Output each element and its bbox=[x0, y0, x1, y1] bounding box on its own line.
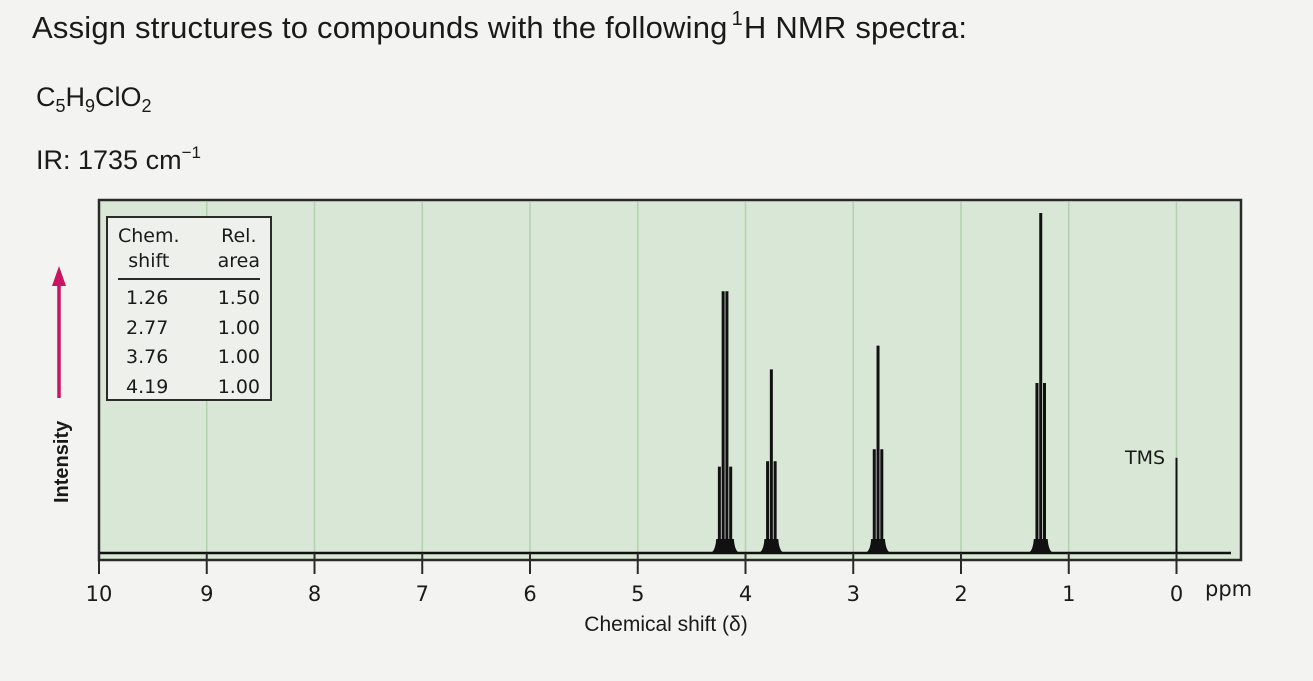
x-tick-label: 3 bbox=[847, 582, 860, 606]
header-shift-label: shift bbox=[128, 250, 170, 272]
cell-shift: 3.76 bbox=[126, 346, 169, 368]
formula-carbon: C bbox=[36, 82, 56, 112]
header-rel-label: Rel. bbox=[221, 225, 257, 247]
header-rel-area: Rel. area bbox=[218, 224, 260, 278]
x-tick-label: 9 bbox=[200, 582, 213, 606]
header-area-label: area bbox=[217, 250, 260, 272]
peak-trace-group bbox=[709, 213, 1178, 553]
header-chem-label: Chem. bbox=[118, 225, 180, 247]
formula-hydrogen-count: 9 bbox=[85, 96, 96, 116]
formula-oxygen-count: 2 bbox=[141, 96, 152, 116]
title-text-post: H NMR spectra: bbox=[743, 10, 968, 45]
question-title: Assign structures to compounds with the … bbox=[32, 8, 967, 46]
header-chem-shift: Chem. shift bbox=[118, 224, 180, 278]
nmr-peak bbox=[1026, 213, 1055, 553]
ir-data: IR: 1735 cm−1 bbox=[36, 143, 201, 176]
nmr-peak bbox=[757, 369, 786, 553]
cell-area: 1.50 bbox=[217, 287, 260, 309]
x-tick-label: 5 bbox=[631, 582, 644, 606]
nmr-peak bbox=[864, 345, 892, 553]
table-row: 4.19 1.00 bbox=[126, 373, 260, 403]
cell-shift: 1.26 bbox=[126, 287, 169, 309]
table-row: 1.26 1.50 bbox=[126, 284, 260, 314]
table-row: 3.76 1.00 bbox=[126, 343, 260, 373]
molecular-formula: C5H9ClO2 bbox=[36, 82, 152, 117]
tms-label: TMS bbox=[1124, 447, 1165, 469]
formula-chlorine-oxygen: ClO bbox=[95, 82, 142, 112]
formula-hydrogen: H bbox=[65, 82, 86, 112]
plot-frame bbox=[97, 198, 1243, 562]
x-tick-label: 6 bbox=[523, 582, 536, 606]
x-tick-label: 10 bbox=[86, 582, 113, 606]
cell-area: 1.00 bbox=[217, 346, 260, 368]
cell-shift: 4.19 bbox=[126, 375, 169, 398]
y-axis-title: Intensity bbox=[51, 420, 73, 503]
peak-base bbox=[757, 539, 786, 553]
ir-unit-exponent: −1 bbox=[181, 143, 201, 162]
x-tick-label: 1 bbox=[1062, 582, 1075, 606]
peak-table-rows: 1.26 1.50 2.77 1.00 3.76 1.00 4.19 1.00 bbox=[126, 284, 260, 402]
peak-base bbox=[709, 539, 741, 553]
x-axis-unit: ppm bbox=[1205, 577, 1252, 601]
cell-area: 1.00 bbox=[217, 375, 260, 398]
y-axis-arrow bbox=[52, 266, 66, 398]
nmr-peak bbox=[709, 291, 741, 553]
peak-base bbox=[1026, 539, 1055, 553]
x-tick-label: 2 bbox=[954, 582, 967, 606]
title-text-pre: Assign structures to compounds with the … bbox=[32, 10, 728, 45]
cell-shift: 2.77 bbox=[126, 316, 169, 339]
peak-table: Chem. shift Rel. area 1.26 1.50 2.77 1.00 … bbox=[106, 216, 272, 401]
ir-text: IR: 1735 cm bbox=[36, 145, 182, 175]
table-row: 2.77 1.00 bbox=[126, 314, 260, 344]
title-superscript: 1 bbox=[731, 8, 743, 30]
x-axis-ticks: 10 9 8 7 6 5 4 3 2 1 0 bbox=[86, 553, 1183, 606]
plot-background bbox=[99, 200, 1241, 560]
peak-base bbox=[864, 539, 892, 553]
cell-area: 1.00 bbox=[217, 316, 260, 339]
x-tick-label: 4 bbox=[739, 582, 752, 606]
peak-table-header: Chem. shift Rel. area bbox=[118, 224, 260, 280]
x-axis-title: Chemical shift (δ) bbox=[584, 613, 747, 636]
formula-carbon-count: 5 bbox=[55, 96, 66, 116]
x-tick-label: 8 bbox=[308, 582, 321, 606]
x-tick-label: 7 bbox=[416, 582, 429, 606]
x-tick-label: 0 bbox=[1170, 582, 1183, 606]
